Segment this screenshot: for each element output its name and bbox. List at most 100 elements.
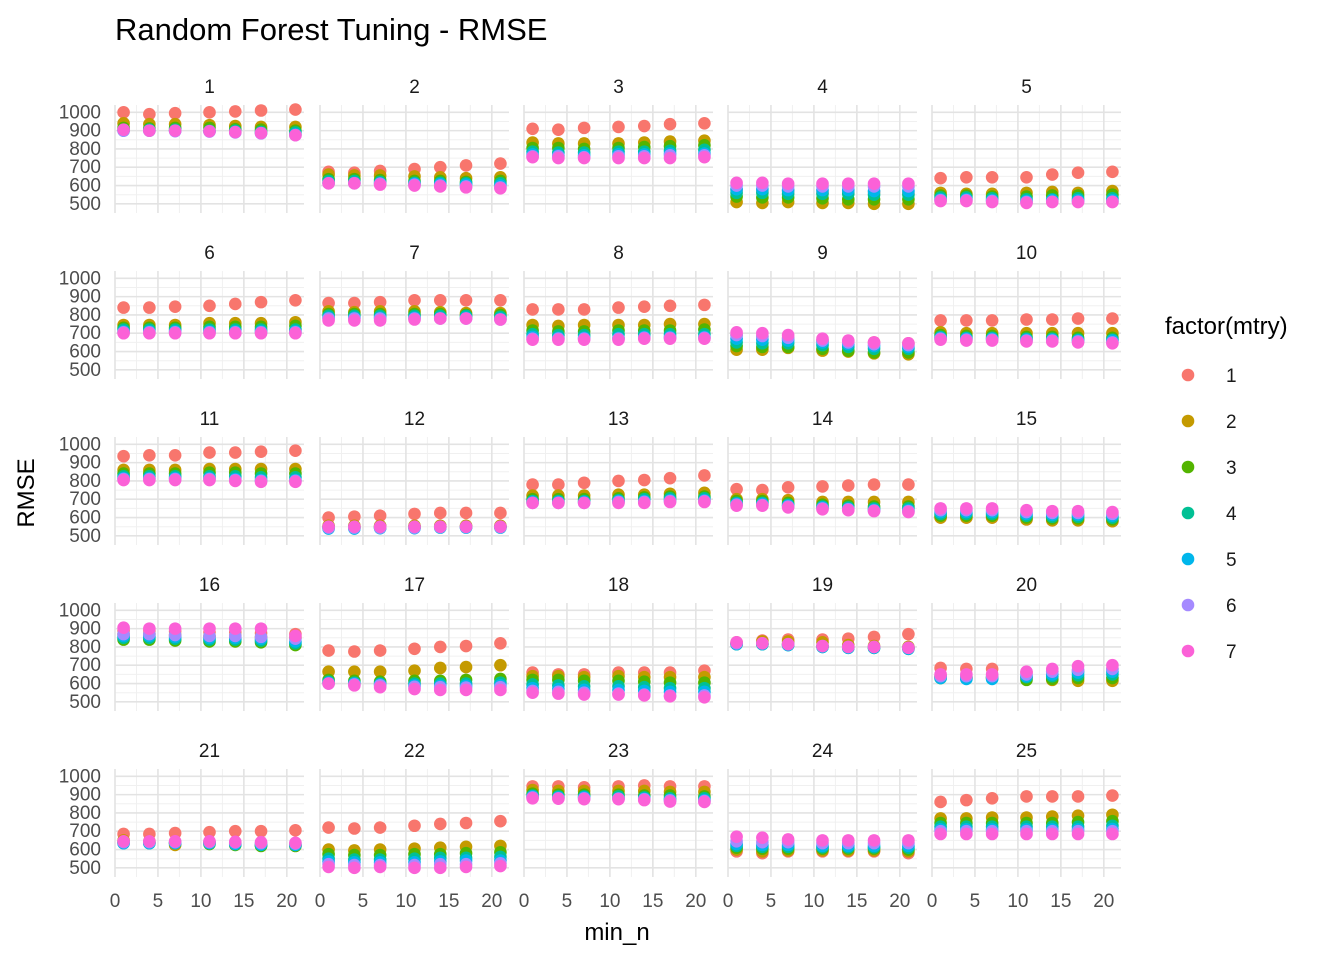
data-point — [552, 496, 565, 510]
data-point — [459, 660, 473, 674]
data-point — [168, 300, 182, 313]
y-tick-label: 800 — [69, 637, 101, 658]
data-point — [1106, 827, 1119, 841]
data-point — [960, 171, 973, 184]
data-point — [117, 123, 130, 137]
data-point — [203, 124, 216, 138]
data-point — [637, 689, 651, 702]
facet-strip-label: 3 — [613, 77, 624, 98]
data-point — [730, 482, 743, 496]
data-point — [698, 469, 711, 482]
data-point — [552, 333, 565, 346]
data-point — [730, 499, 743, 512]
data-point — [902, 478, 915, 491]
data-point — [730, 830, 743, 844]
data-point — [117, 621, 130, 635]
data-point — [612, 688, 625, 701]
facet-strip-label: 5 — [1021, 77, 1032, 98]
data-point — [985, 334, 999, 347]
data-point — [433, 640, 447, 654]
data-point — [254, 326, 268, 340]
y-tick-label: 800 — [69, 305, 101, 326]
data-point — [841, 834, 855, 847]
data-point — [934, 194, 947, 208]
data-point — [816, 177, 829, 191]
data-point — [228, 446, 242, 459]
x-tick-label: 5 — [153, 891, 164, 912]
data-point — [756, 636, 769, 650]
data-point — [168, 835, 182, 848]
y-tick-label: 1000 — [59, 268, 101, 289]
legend-swatch — [1181, 414, 1195, 428]
data-point — [612, 496, 625, 510]
legend-swatch — [1181, 460, 1195, 474]
data-point — [637, 151, 651, 165]
data-point — [816, 834, 829, 847]
data-point — [1020, 665, 1033, 678]
data-point — [322, 177, 335, 190]
data-point — [552, 123, 565, 137]
legend-swatch — [1181, 598, 1195, 612]
data-point — [698, 690, 711, 704]
data-point — [1045, 827, 1059, 841]
data-point — [203, 299, 216, 313]
data-point — [433, 293, 447, 307]
data-point — [373, 821, 387, 834]
data-point — [433, 520, 447, 533]
data-point — [1020, 790, 1033, 803]
data-point — [408, 293, 421, 307]
data-point — [348, 645, 361, 658]
legend-item-label: 1 — [1226, 366, 1237, 387]
data-point — [730, 636, 743, 649]
data-point — [756, 483, 769, 497]
facet-strip-label: 6 — [204, 243, 215, 264]
facet-strip-label: 20 — [1016, 575, 1037, 596]
y-tick-label: 1000 — [59, 102, 101, 123]
data-point — [289, 326, 302, 340]
facet-panel: 18 — [523, 575, 713, 711]
data-point — [459, 860, 473, 874]
data-point — [577, 121, 591, 135]
y-tick-label: 900 — [69, 453, 101, 474]
facet-panel: 4 — [727, 77, 917, 213]
data-point — [203, 622, 216, 635]
data-point — [228, 125, 242, 139]
data-point — [663, 495, 677, 509]
y-tick-label: 600 — [69, 342, 101, 363]
data-point — [526, 686, 539, 699]
data-point — [322, 677, 335, 690]
data-point — [373, 860, 387, 874]
data-point — [1045, 662, 1059, 676]
data-point — [577, 688, 591, 701]
data-point — [254, 475, 268, 489]
data-point — [348, 177, 361, 190]
data-point — [143, 473, 156, 487]
facet-strip-label: 25 — [1016, 741, 1037, 762]
data-point — [663, 117, 677, 131]
data-point — [867, 336, 881, 349]
data-point — [1071, 659, 1085, 673]
data-point — [1071, 195, 1085, 209]
y-tick-label: 800 — [69, 139, 101, 160]
data-point — [494, 313, 507, 326]
y-tick-label: 900 — [69, 619, 101, 640]
data-point — [408, 507, 421, 521]
data-point — [612, 474, 625, 488]
data-point — [663, 471, 677, 485]
chart-title: Random Forest Tuning - RMSE — [115, 12, 547, 47]
data-point — [322, 860, 335, 874]
data-point — [289, 629, 302, 643]
y-tick-label: 800 — [69, 471, 101, 492]
data-point — [348, 665, 361, 678]
facet-strip-label: 18 — [608, 575, 629, 596]
data-point — [494, 814, 507, 828]
data-point — [494, 181, 507, 195]
x-tick-label: 10 — [395, 891, 416, 912]
data-point — [494, 293, 507, 307]
data-point — [433, 817, 447, 831]
x-axis-label: min_n — [584, 919, 649, 946]
data-point — [1045, 195, 1059, 209]
data-point — [143, 326, 156, 340]
